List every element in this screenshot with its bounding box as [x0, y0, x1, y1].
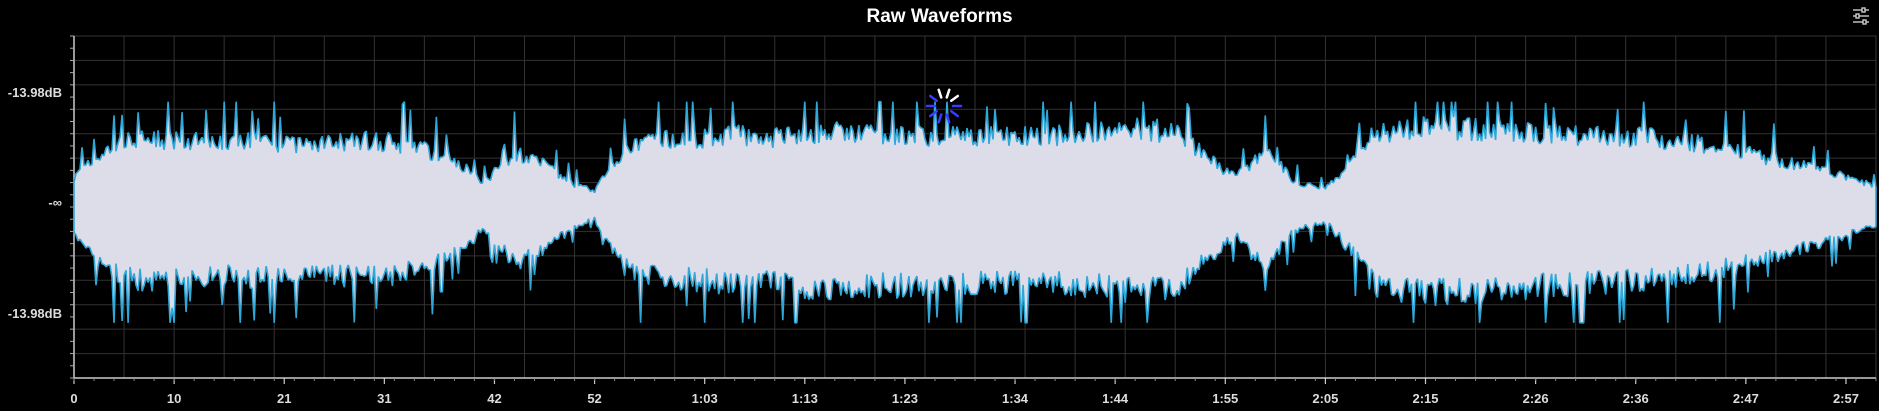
x-tick-label: 31 [377, 391, 392, 406]
x-tick-label: 2:05 [1312, 391, 1339, 406]
y-tick-label-bottom: -13.98dB [7, 306, 62, 321]
x-tick-label: 21 [276, 391, 292, 406]
page-title: Raw Waveforms [866, 6, 1013, 27]
x-tick-label: 1:44 [1102, 391, 1129, 406]
y-tick-label-zero: -∞ [48, 195, 62, 210]
x-tick-label: 2:15 [1412, 391, 1439, 406]
x-tick-label: 1:03 [691, 391, 718, 406]
y-tick-label-top: -13.98dB [7, 85, 62, 100]
sliders-icon[interactable] [1851, 6, 1871, 26]
x-tick-label: 2:57 [1832, 391, 1859, 406]
x-tick-label: 42 [487, 391, 502, 406]
waveform-area [73, 100, 1877, 324]
x-tick-label: 2:47 [1732, 391, 1759, 406]
x-tick-label: 52 [587, 391, 602, 406]
x-tick-label: 1:34 [1002, 391, 1029, 406]
x-tick-label: 2:26 [1522, 391, 1549, 406]
x-tick-label: 1:13 [791, 391, 818, 406]
loading-spinner-icon [925, 88, 963, 124]
x-tick-label: 10 [166, 391, 182, 406]
x-tick-label: 1:55 [1212, 391, 1239, 406]
x-tick-label: 0 [70, 391, 78, 406]
x-tick-label: 2:36 [1622, 391, 1649, 406]
x-tick-label: 1:23 [891, 391, 918, 406]
